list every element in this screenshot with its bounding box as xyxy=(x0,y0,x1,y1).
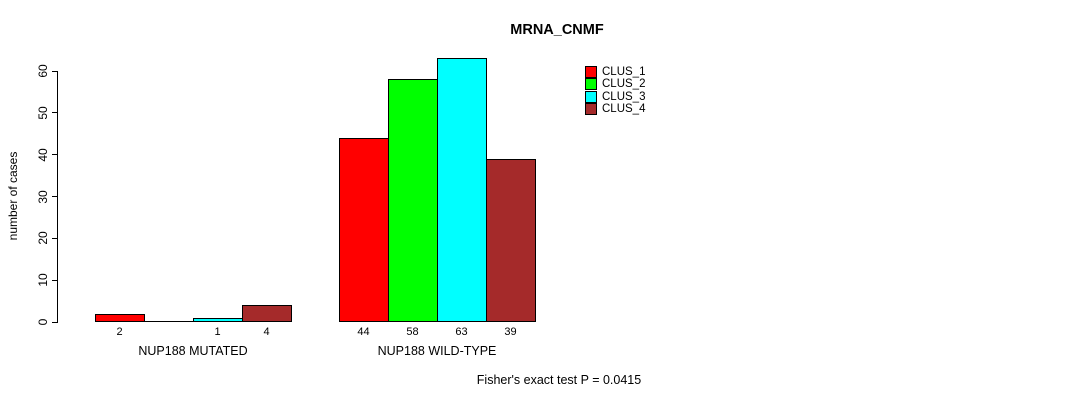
y-tick xyxy=(52,154,58,156)
bar-clus_3-group0 xyxy=(193,317,243,322)
bar-count-label: 2 xyxy=(116,326,123,338)
chart-title: MRNA_CNMF xyxy=(510,22,604,38)
fisher-test-annotation: Fisher's exact test P = 0.0415 xyxy=(476,373,642,387)
y-tick xyxy=(52,112,58,114)
y-tick-label: 10 xyxy=(36,273,50,287)
bar-clus_3-group1 xyxy=(437,58,487,322)
bar-clus_4-group0 xyxy=(242,305,292,322)
x-group-label-wild-type: NUP188 WILD-TYPE xyxy=(377,344,497,358)
y-tick-label: 40 xyxy=(36,147,50,162)
bar-clus_2-group0-zero xyxy=(144,321,194,322)
y-tick-label: 20 xyxy=(36,231,50,246)
bar-clus_1-group0 xyxy=(95,313,145,322)
y-tick xyxy=(52,321,58,323)
x-group-label-mutated: NUP188 MUTATED xyxy=(138,344,248,358)
bar-count-label: 4 xyxy=(263,326,270,338)
y-tick xyxy=(52,70,58,72)
y-tick-label: 30 xyxy=(36,189,50,204)
bar-clus_1-group1 xyxy=(339,137,389,322)
bar-count-label: 1 xyxy=(214,326,221,338)
bar-clus_2-group1 xyxy=(388,79,438,322)
bar-count-label: 63 xyxy=(455,326,468,338)
y-tick xyxy=(52,279,58,281)
bar-clus_4-group1 xyxy=(486,158,536,322)
bar-count-label: 44 xyxy=(357,326,370,338)
bar-count-label: 58 xyxy=(406,326,419,338)
y-tick-label: 60 xyxy=(36,64,50,78)
y-tick-label: 50 xyxy=(36,106,50,120)
y-tick xyxy=(52,196,58,197)
y-tick xyxy=(52,237,58,239)
bar-count-label: 39 xyxy=(504,326,517,338)
y-tick-label: 0 xyxy=(36,318,50,326)
